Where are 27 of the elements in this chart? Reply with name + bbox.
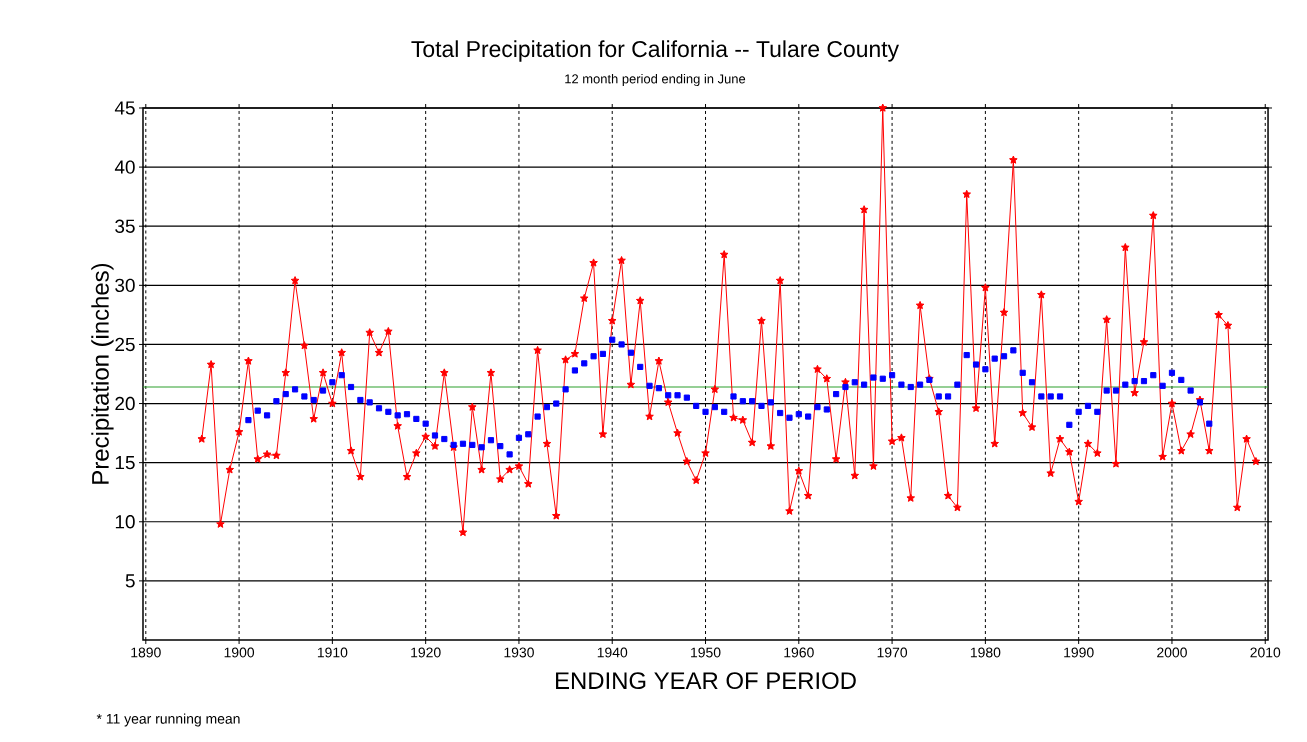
- x-tick-label: 1960: [784, 647, 814, 658]
- y-tick-label: 20: [115, 396, 135, 411]
- y-tick-label: 35: [115, 219, 135, 233]
- x-tick-label: 2000: [1157, 647, 1187, 658]
- x-tick-label: 1990: [1064, 647, 1094, 658]
- x-tick-label: 1920: [411, 647, 441, 658]
- x-tick-label: 1970: [877, 647, 908, 658]
- x-tick-label: 2010: [1250, 647, 1281, 658]
- x-tick-label: 1940: [597, 647, 628, 658]
- y-tick-label: 15: [115, 456, 135, 470]
- text: * 11 year running mean: [96, 713, 240, 727]
- x-tick-label: 1890: [131, 647, 161, 658]
- y-tick-label: 40: [114, 160, 135, 174]
- x-tick-label: 1900: [224, 647, 255, 658]
- x-tick-label: 1930: [504, 647, 534, 658]
- y-tick-label: 25: [115, 337, 135, 352]
- x-tick-label: 1950: [691, 647, 721, 658]
- y-tick-label: 10: [115, 515, 135, 529]
- x-tick-label: 1910: [317, 647, 348, 658]
- y-tick-label: 5: [125, 574, 135, 588]
- x-tick-label: 1980: [970, 647, 1001, 658]
- y-tick-label: 45: [114, 101, 135, 115]
- x-axis-title: ENDING YEAR OF PERIOD: [556, 672, 856, 690]
- y-tick-label: 30: [115, 278, 135, 293]
- y-axis-title: Precipitation (inches): [91, 263, 114, 484]
- chart-title: Total Precipitation for California -- Tulare County: [411, 40, 899, 62]
- chart-subtitle: 12 month period ending in June: [565, 73, 746, 87]
